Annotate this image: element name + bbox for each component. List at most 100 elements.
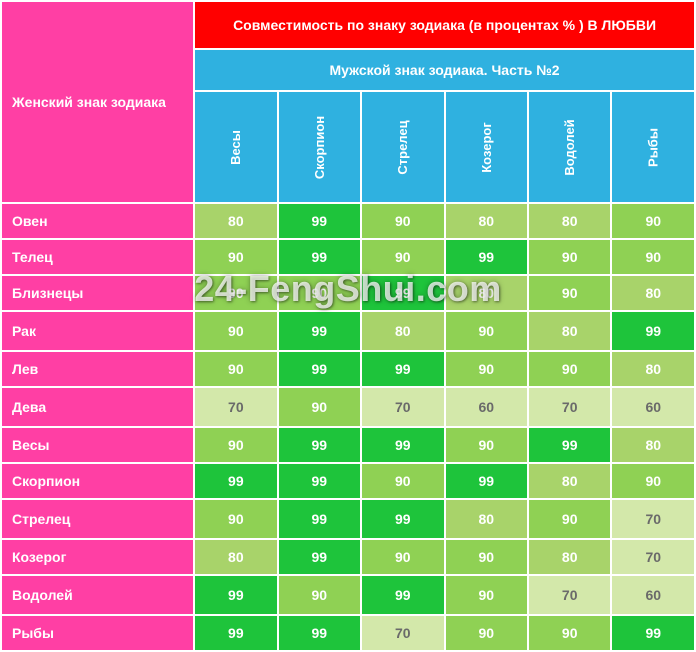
value-cell: 80 <box>446 500 527 538</box>
value-cell: 99 <box>446 240 527 274</box>
value-cell: 80 <box>195 540 276 574</box>
value-cell: 90 <box>195 500 276 538</box>
value-cell: 90 <box>612 240 694 274</box>
value-cell: 90 <box>446 352 527 386</box>
value-cell: 80 <box>529 204 610 238</box>
table-row: Скорпион999990998090 <box>2 464 694 498</box>
value-cell: 99 <box>279 500 360 538</box>
value-cell: 99 <box>195 616 276 650</box>
table-row: Весы909999909980 <box>2 428 694 462</box>
value-cell: 99 <box>279 464 360 498</box>
value-cell: 90 <box>446 312 527 350</box>
value-cell: 70 <box>529 388 610 426</box>
subtitle-strip: Мужской знак зодиака. Часть №2 <box>195 50 694 90</box>
col-skorpion: Скорпион <box>279 92 360 202</box>
value-cell: 99 <box>195 576 276 614</box>
value-cell: 99 <box>279 312 360 350</box>
value-cell: 99 <box>279 352 360 386</box>
value-cell: 80 <box>446 276 527 310</box>
title-strip: Совместимость по знаку зодиака (в процен… <box>195 2 694 48</box>
value-cell: 99 <box>279 240 360 274</box>
value-cell: 90 <box>362 540 443 574</box>
value-cell: 99 <box>279 616 360 650</box>
value-cell: 99 <box>612 312 694 350</box>
value-cell: 99 <box>279 428 360 462</box>
value-cell: 80 <box>529 464 610 498</box>
value-cell: 90 <box>612 204 694 238</box>
table-row: Телец909990999090 <box>2 240 694 274</box>
table-row: Козерог809990908070 <box>2 540 694 574</box>
value-cell: 90 <box>362 240 443 274</box>
value-cell: 80 <box>446 204 527 238</box>
value-cell: 90 <box>195 352 276 386</box>
table-row: Рак909980908099 <box>2 312 694 350</box>
value-cell: 80 <box>529 312 610 350</box>
col-vodoley: Водолей <box>529 92 610 202</box>
value-cell: 99 <box>362 276 443 310</box>
value-cell: 99 <box>362 500 443 538</box>
value-cell: 80 <box>612 276 694 310</box>
value-cell: 60 <box>612 388 694 426</box>
table-row: Лев909999909080 <box>2 352 694 386</box>
value-cell: 70 <box>362 616 443 650</box>
table-row: Рыбы999970909099 <box>2 616 694 650</box>
value-cell: 60 <box>446 388 527 426</box>
value-cell: 80 <box>362 312 443 350</box>
row-header: Дева <box>2 388 193 426</box>
col-strelec: Стрелец <box>362 92 443 202</box>
value-cell: 80 <box>612 352 694 386</box>
value-cell: 90 <box>529 240 610 274</box>
value-cell: 90 <box>529 500 610 538</box>
value-cell: 90 <box>279 576 360 614</box>
value-cell: 99 <box>279 540 360 574</box>
row-header: Рыбы <box>2 616 193 650</box>
value-cell: 90 <box>529 276 610 310</box>
value-cell: 99 <box>362 576 443 614</box>
row-header: Стрелец <box>2 500 193 538</box>
value-cell: 99 <box>612 616 694 650</box>
row-header: Козерог <box>2 540 193 574</box>
col-vesy: Весы <box>195 92 276 202</box>
table-row: Водолей999099907060 <box>2 576 694 614</box>
value-cell: 99 <box>195 464 276 498</box>
table-row: Овен809990808090 <box>2 204 694 238</box>
table-row: Стрелец909999809070 <box>2 500 694 538</box>
value-cell: 90 <box>362 204 443 238</box>
value-cell: 70 <box>362 388 443 426</box>
value-cell: 90 <box>195 312 276 350</box>
row-header: Телец <box>2 240 193 274</box>
value-cell: 99 <box>362 352 443 386</box>
row-header: Весы <box>2 428 193 462</box>
value-cell: 90 <box>612 464 694 498</box>
value-cell: 90 <box>529 352 610 386</box>
row-header: Рак <box>2 312 193 350</box>
value-cell: 70 <box>612 500 694 538</box>
value-cell: 99 <box>279 204 360 238</box>
row-header: Скорпион <box>2 464 193 498</box>
value-cell: 70 <box>195 388 276 426</box>
col-ryby: Рыбы <box>612 92 694 202</box>
value-cell: 60 <box>612 576 694 614</box>
table-row: Близнецы909099809080 <box>2 276 694 310</box>
value-cell: 90 <box>446 576 527 614</box>
value-cell: 80 <box>529 540 610 574</box>
value-cell: 90 <box>446 428 527 462</box>
row-header: Близнецы <box>2 276 193 310</box>
zodiac-table: Женский знак зодиака Совместимость по зн… <box>0 0 696 652</box>
value-cell: 90 <box>195 428 276 462</box>
value-cell: 70 <box>612 540 694 574</box>
value-cell: 80 <box>195 204 276 238</box>
table-row: Дева709070607060 <box>2 388 694 426</box>
row-header: Лев <box>2 352 193 386</box>
value-cell: 90 <box>279 388 360 426</box>
row-header: Водолей <box>2 576 193 614</box>
value-cell: 90 <box>446 540 527 574</box>
value-cell: 90 <box>195 276 276 310</box>
value-cell: 90 <box>362 464 443 498</box>
value-cell: 70 <box>529 576 610 614</box>
value-cell: 99 <box>446 464 527 498</box>
row-header: Овен <box>2 204 193 238</box>
value-cell: 90 <box>529 616 610 650</box>
value-cell: 80 <box>612 428 694 462</box>
value-cell: 99 <box>529 428 610 462</box>
